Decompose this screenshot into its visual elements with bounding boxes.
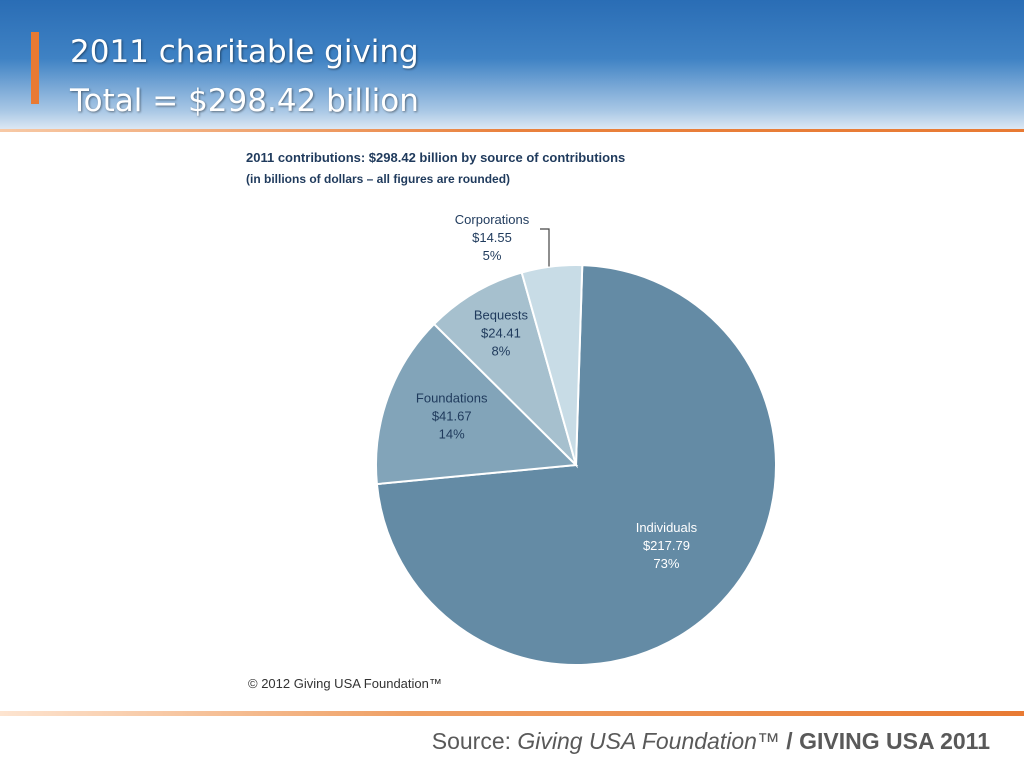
slice-label-foundations-value-label: $41.67 [432, 409, 472, 424]
footer-divider [0, 711, 1024, 716]
slide-title: 2011 charitable giving [70, 34, 419, 70]
slice-label-corporations-percent-label: 5% [483, 248, 502, 263]
source-prefix: Source: [431, 728, 518, 754]
slice-label-individuals-value-label: $217.79 [643, 538, 690, 553]
slice-label-bequests-name: Bequests [474, 307, 529, 322]
source-citation: Source: Giving USA Foundation™ / GIVING … [432, 728, 990, 755]
slice-label-corporations-value-label: $14.55 [472, 230, 512, 245]
slice-label-corporations-name: Corporations [455, 212, 530, 227]
slice-label-foundations-name: Foundations [416, 391, 488, 406]
source-report: GIVING USA 2011 [799, 728, 990, 754]
slide-header [0, 0, 1024, 130]
chart-subtitle: (in billions of dollars – all figures ar… [246, 172, 511, 186]
leader-line-corporations [540, 228, 550, 267]
chart-title: 2011 contributions: $298.42 billion by s… [246, 150, 626, 165]
slice-label-individuals-percent-label: 73% [653, 556, 679, 571]
source-publisher: Giving USA Foundation™ [517, 728, 780, 754]
slide-subtitle-total: Total = $298.42 billion [70, 83, 419, 119]
slice-label-individuals-name: Individuals [636, 520, 698, 535]
title-accent-bar [31, 32, 39, 104]
header-divider [0, 129, 1024, 132]
slice-label-bequests-value-label: $24.41 [481, 325, 521, 340]
slice-label-foundations-percent-label: 14% [439, 427, 465, 442]
source-separator: / [779, 728, 800, 754]
copyright-notice: © 2012 Giving USA Foundation™ [248, 676, 442, 691]
pie-slice-corporations [520, 264, 584, 466]
slice-label-bequests-percent-label: 8% [492, 343, 511, 358]
pie-slice-bequests [432, 271, 578, 469]
pie-slice-foundations [375, 322, 579, 486]
